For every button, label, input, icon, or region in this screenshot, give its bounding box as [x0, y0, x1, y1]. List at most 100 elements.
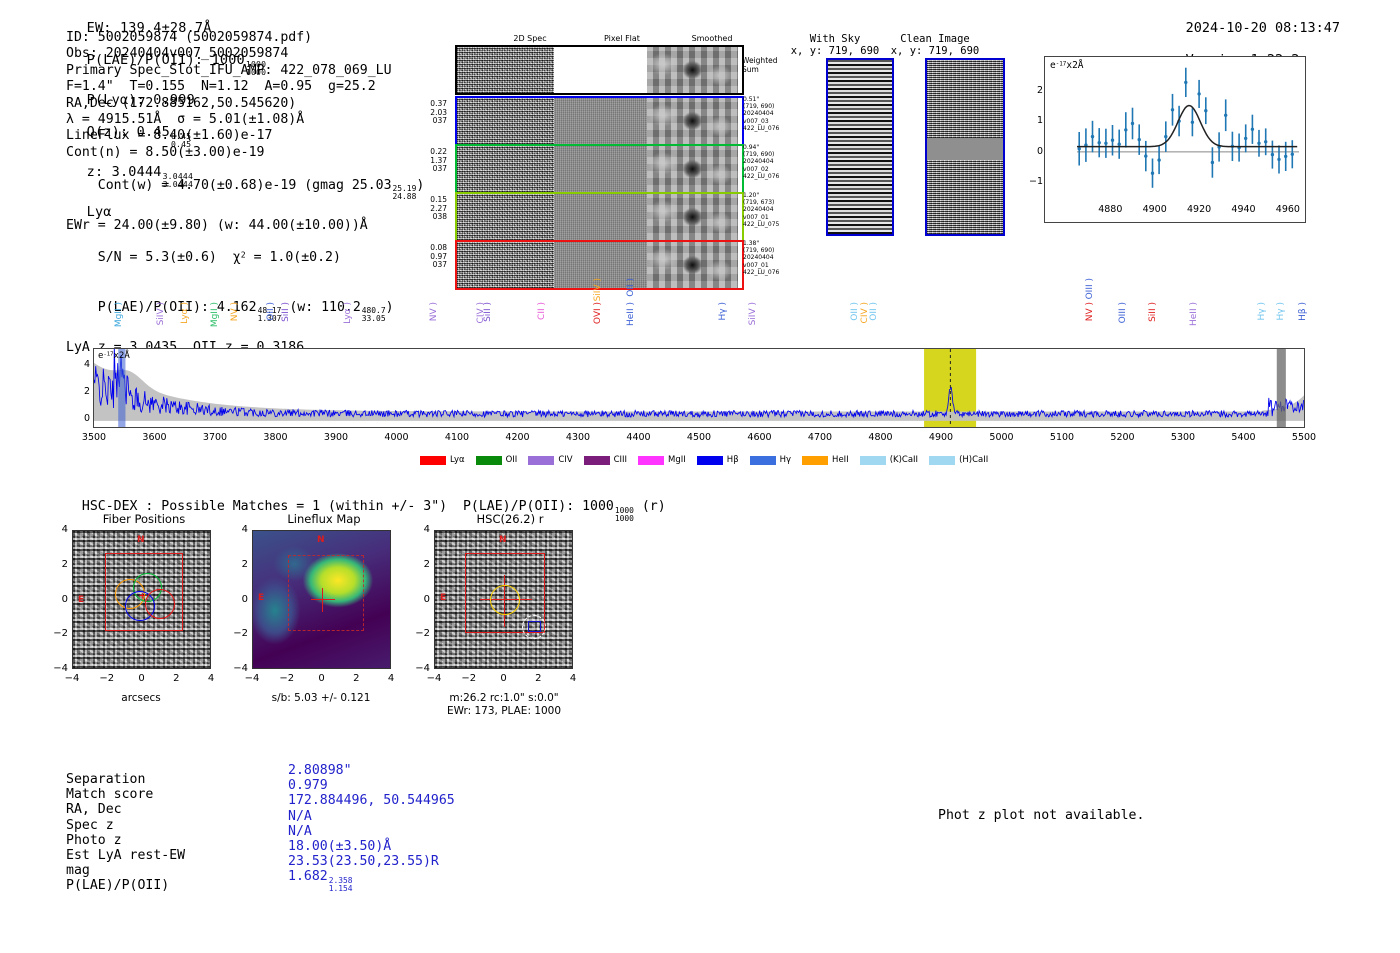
hsc-xtick: 4 — [387, 673, 395, 684]
legend-item: Hγ — [749, 455, 792, 465]
hsc-image-caption-2: EWr: 173, PLAE: 1000 — [446, 705, 562, 717]
match-detail-key: Est LyA rest-EW — [66, 848, 186, 863]
hsc-ytick: 0 — [241, 593, 248, 605]
info-cont-n: Cont(n) = 8.50(±3.00)e-19 — [66, 144, 265, 160]
hsc-aperture-circle — [490, 585, 520, 615]
match-detail-value: 1.682 2.358 1.154 — [288, 869, 353, 894]
compass-e-label-hsc: E — [440, 593, 447, 603]
with-sky-image — [826, 58, 894, 236]
line-fit-ytick: 1 — [1036, 115, 1043, 127]
legend-label: Hγ — [779, 455, 792, 465]
hsc-xtick: −4 — [244, 673, 260, 684]
info-plae-mid: (w: 110.2 — [281, 299, 361, 315]
hsc-headline-text: HSC-DEX : Possible Matches = 1 (within +… — [81, 499, 583, 514]
hsc-ytick: 0 — [423, 593, 430, 605]
legend-item: CIII — [583, 455, 627, 465]
hsc-match-box — [528, 621, 541, 632]
spectrum-xtick: 4500 — [686, 432, 712, 443]
emission-line-label: SiIV ) — [748, 302, 759, 326]
hsc-ytick: −4 — [233, 663, 248, 674]
header-qz-lo: 0.45 — [170, 138, 192, 149]
info-plae-text: P(LAE)/P(OII): 4.162 — [97, 299, 257, 315]
info-chi-value: = 1.0(±0.2) — [245, 250, 341, 266]
hsc-ytick: −4 — [53, 663, 68, 674]
spectrum-ytick: 0 — [83, 412, 90, 424]
header-plae-label: P(LAE)/P(OII): — [86, 52, 212, 68]
emission-line-label: OIII ) — [1085, 278, 1096, 300]
spec2d-col-smoothed: Smoothed — [691, 34, 733, 43]
match-detail-value: 18.00(±3.50)Å — [288, 839, 392, 854]
legend-item: Hβ — [696, 455, 739, 465]
spectrum-ytick: 2 — [83, 386, 90, 398]
hsc-match-circle — [522, 615, 546, 639]
fiber-smoothed — [647, 194, 738, 240]
header-qz-hi: 0.45 — [170, 130, 192, 141]
hsc-xtick: −4 — [426, 673, 442, 684]
hsc-image-image: N E — [434, 530, 573, 669]
clean-image-gap — [927, 138, 1003, 160]
fiber-2dspec — [457, 194, 554, 240]
object-info-block: ID: 5002059874 (5002059874.pdf) Obs: 202… — [66, 30, 424, 356]
spectrum-xtick: 4000 — [384, 432, 409, 443]
info-sn: S/N = 5.3(±0.6) — [97, 250, 233, 266]
legend-item: (H)CaII — [929, 455, 988, 465]
emission-line-label: SiIV ) — [592, 278, 603, 302]
emission-line-label: SiII ) — [281, 302, 292, 322]
line-fit-xtick: 4940 — [1231, 204, 1256, 215]
line-fit-ytick: 0 — [1036, 145, 1043, 157]
hsc-xtick: 2 — [173, 673, 180, 684]
lineflux-map-title: Lineflux Map — [287, 512, 361, 526]
emission-line-label: Hγ ) — [1276, 302, 1286, 321]
emission-line-label: OII ) — [850, 302, 861, 321]
hsc-ytick: 0 — [61, 593, 68, 605]
match-detail-key: P(LAE)/P(OII) — [66, 878, 170, 894]
emission-line-label: MgII ) — [114, 302, 125, 328]
legend-label: Lyα — [450, 455, 465, 465]
legend-item: OII — [475, 455, 518, 465]
hsc-ytick: −2 — [415, 628, 430, 640]
info-plae-wlo: 33.05 — [361, 314, 386, 324]
hsc-headline-post: (r) — [633, 499, 666, 514]
fiber-positions-caption: arcsecs — [121, 692, 161, 704]
line-fit-plot: e-17x2Å — [1044, 56, 1306, 223]
legend-item: (K)CaII — [859, 455, 918, 465]
spectrum-xtick: 5300 — [1170, 432, 1196, 443]
legend-item: Lyα — [420, 455, 465, 465]
fiber-pixelflat — [554, 194, 647, 240]
legend-swatch — [749, 455, 776, 465]
hsc-headline-lo: 1000 — [614, 513, 634, 523]
emission-line-label: NV ) — [429, 302, 439, 322]
hsc-xtick: −2 — [461, 673, 477, 684]
header-plya: P(Lyα): 0.999 — [86, 92, 195, 109]
legend-label: OII — [505, 455, 518, 465]
match-detail-key: RA, Dec — [66, 802, 122, 818]
fiber-positions-fov-box — [105, 553, 183, 631]
legend-item: HeII — [802, 455, 849, 465]
info-plae-whi: 480.7 — [361, 306, 386, 316]
legend-label: MgII — [668, 455, 686, 465]
emission-line-label: Hγ ) — [718, 302, 729, 321]
info-ewr: EWr = 24.00(±9.80) (w: 44.00(±10.00))Å — [66, 217, 368, 233]
spectrum-xtick: 3600 — [142, 432, 167, 443]
hsc-ytick: 2 — [423, 558, 430, 570]
header-ew: EW: 139.4±28.7Å — [86, 20, 212, 36]
fiber-meta-label: 1.20" (719, 673) 20240404 v007_01 422_LU_075 — [743, 192, 780, 228]
legend-label: CIV — [558, 455, 573, 465]
full-spectrum-legend: Lyα OII CIV CIII MgII Hβ Hγ HeII (K)CaII… — [420, 455, 999, 465]
hsc-xtick: −2 — [99, 673, 115, 684]
spectrum-xtick: 4200 — [505, 432, 530, 443]
hsc-xtick: −2 — [279, 673, 295, 684]
legend-swatch — [802, 455, 829, 465]
clean-image-title: Clean Image x, y: 719, 690 — [890, 33, 980, 57]
fiber-meta-label: 0.51" (719, 690) 20240404 v007_03 422_LU_076 — [743, 96, 780, 132]
clean-image-coords: x, y: 719, 690 — [890, 45, 980, 57]
spec2d-col-pixelflat: Pixel Flat — [604, 34, 640, 43]
spectrum-ytick: 4 — [83, 359, 90, 371]
header-summary: EW: 139.4±28.7Å P(LAE)/P(OII): 1000 1000 1… — [70, 4, 266, 220]
fiber-pixelflat — [554, 242, 647, 288]
fiber-pixelflat — [554, 98, 647, 144]
info-lambda-sigma: λ = 4915.51Å σ = 5.01(±1.08)Å — [66, 112, 305, 128]
spectrum-xtick: 4700 — [807, 432, 833, 443]
hsc-ytick: 4 — [241, 524, 248, 535]
info-obs: Obs: 20240404v007_5002059874 — [66, 46, 289, 62]
